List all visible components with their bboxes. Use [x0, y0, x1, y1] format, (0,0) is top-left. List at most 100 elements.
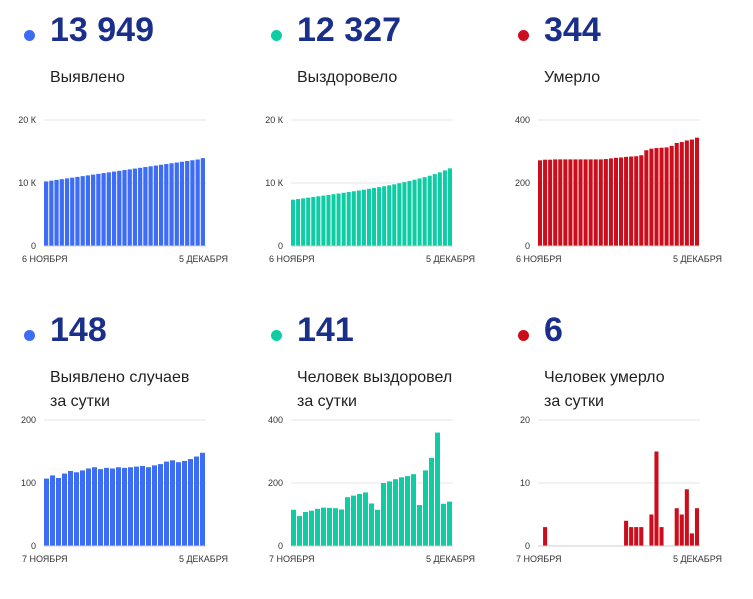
bar: [357, 494, 362, 546]
stat-label-line: за сутки: [50, 393, 110, 410]
bar: [59, 179, 64, 246]
bar-chart: 0 200 400 6 НОЯБРЯ 5 ДЕКАБРЯ: [515, 115, 722, 264]
bar: [339, 509, 344, 546]
stat-panel: 141 Человек выздоровел за сутки 0 200 400 7 НО…: [247, 300, 487, 590]
bar: [423, 470, 428, 546]
bar: [578, 159, 583, 247]
stat-label-line: за сутки: [544, 393, 604, 410]
bar: [598, 159, 603, 247]
bar: [345, 497, 350, 546]
stat-label-line: Выздоровело: [297, 69, 398, 86]
bar: [116, 467, 121, 546]
y-tick-label: 20: [520, 415, 530, 425]
y-tick-label: 200: [515, 178, 530, 188]
bar: [104, 467, 109, 546]
series-dot: [24, 330, 35, 341]
x-tick-label: 5 ДЕКАБРЯ: [179, 254, 228, 264]
bar: [182, 460, 187, 546]
series-dot: [271, 30, 282, 41]
stat-panel: 12 327 Выздоровело 0 10 К 20 К 6 НОЯБРЯ 5 ДЕКА…: [247, 0, 487, 290]
bar: [68, 471, 73, 546]
x-tick-label: 5 ДЕКАБРЯ: [179, 554, 228, 564]
stat-panel: 13 949 Выявлено 0 10 К 20 К 6 НОЯБРЯ 5 ДЕКАБРЯ: [0, 0, 240, 290]
bar: [326, 194, 331, 246]
bar: [659, 527, 664, 546]
stat-panel: 6 Человек умерло за сутки 0 10 20 7 НОЯБРЯ 5 ДЕ…: [494, 300, 734, 590]
bar: [588, 159, 593, 247]
bar: [146, 467, 151, 546]
y-tick-label: 0: [278, 241, 283, 251]
bar: [356, 190, 361, 246]
bar: [543, 527, 548, 546]
y-tick-label: 10 К: [18, 178, 37, 188]
bar: [134, 466, 139, 546]
bar: [437, 172, 442, 246]
bar: [336, 193, 341, 246]
stat-label-line: Умерло: [544, 69, 601, 86]
bar: [629, 527, 634, 546]
bar-chart: 0 10 20 7 НОЯБРЯ 5 ДЕКАБРЯ: [516, 415, 722, 564]
x-tick-label: 7 НОЯБРЯ: [22, 554, 68, 564]
y-tick-label: 20 К: [18, 115, 37, 125]
stat-label-line: Человек умерло: [544, 369, 665, 386]
bar-chart: 0 10 К 20 К 6 НОЯБРЯ 5 ДЕКАБРЯ: [18, 115, 228, 264]
bar: [185, 161, 190, 246]
stat-label-line: за сутки: [297, 393, 357, 410]
bar: [200, 452, 205, 546]
stat-value: 141: [297, 311, 354, 349]
stat-panel: 148 Выявлено случаев за сутки 0 100 200 7 НОЯБ…: [0, 300, 240, 590]
y-tick-label: 400: [515, 115, 530, 125]
bar: [327, 507, 332, 546]
stat-value: 148: [50, 311, 107, 349]
bar: [363, 492, 368, 546]
bar: [297, 516, 302, 546]
bar: [402, 182, 407, 246]
x-tick-label: 7 НОЯБРЯ: [516, 554, 562, 564]
bar: [639, 155, 644, 246]
bar: [111, 171, 117, 246]
bar: [122, 170, 127, 246]
bar: [649, 514, 654, 546]
bar: [331, 194, 336, 246]
bar-chart: 0 100 200 7 НОЯБРЯ 5 ДЕКАБРЯ: [21, 415, 228, 564]
bar: [164, 461, 169, 546]
x-tick-label: 5 ДЕКАБРЯ: [673, 554, 722, 564]
bar: [674, 508, 679, 546]
bar: [361, 189, 366, 246]
bar: [664, 147, 669, 246]
bar: [351, 495, 356, 546]
bar: [447, 501, 452, 546]
bar: [689, 533, 694, 546]
bar: [629, 156, 634, 246]
bar: [62, 473, 67, 546]
y-tick-label: 200: [21, 415, 36, 425]
stat-label: Выявлено случаев за сутки: [50, 366, 189, 414]
y-tick-label: 0: [278, 541, 283, 551]
bar: [80, 176, 85, 246]
bar: [593, 159, 598, 247]
bar: [311, 196, 316, 246]
bar: [393, 479, 398, 546]
bar: [309, 510, 314, 546]
bar: [603, 159, 608, 246]
bar: [366, 188, 371, 246]
bar: [188, 459, 193, 546]
bar: [679, 142, 684, 246]
bar: [341, 192, 346, 246]
bar: [429, 457, 434, 546]
bar: [74, 472, 79, 546]
bar: [407, 180, 412, 246]
bar: [553, 159, 558, 247]
bar: [659, 147, 664, 246]
bar: [583, 159, 588, 247]
bar: [375, 509, 380, 546]
bar: [143, 167, 148, 246]
bar: [568, 159, 573, 247]
bar: [644, 150, 649, 246]
bar: [377, 187, 382, 246]
bar: [190, 160, 195, 246]
bar: [153, 165, 158, 246]
bar: [169, 163, 174, 246]
bar: [91, 174, 96, 246]
bar: [316, 196, 321, 246]
